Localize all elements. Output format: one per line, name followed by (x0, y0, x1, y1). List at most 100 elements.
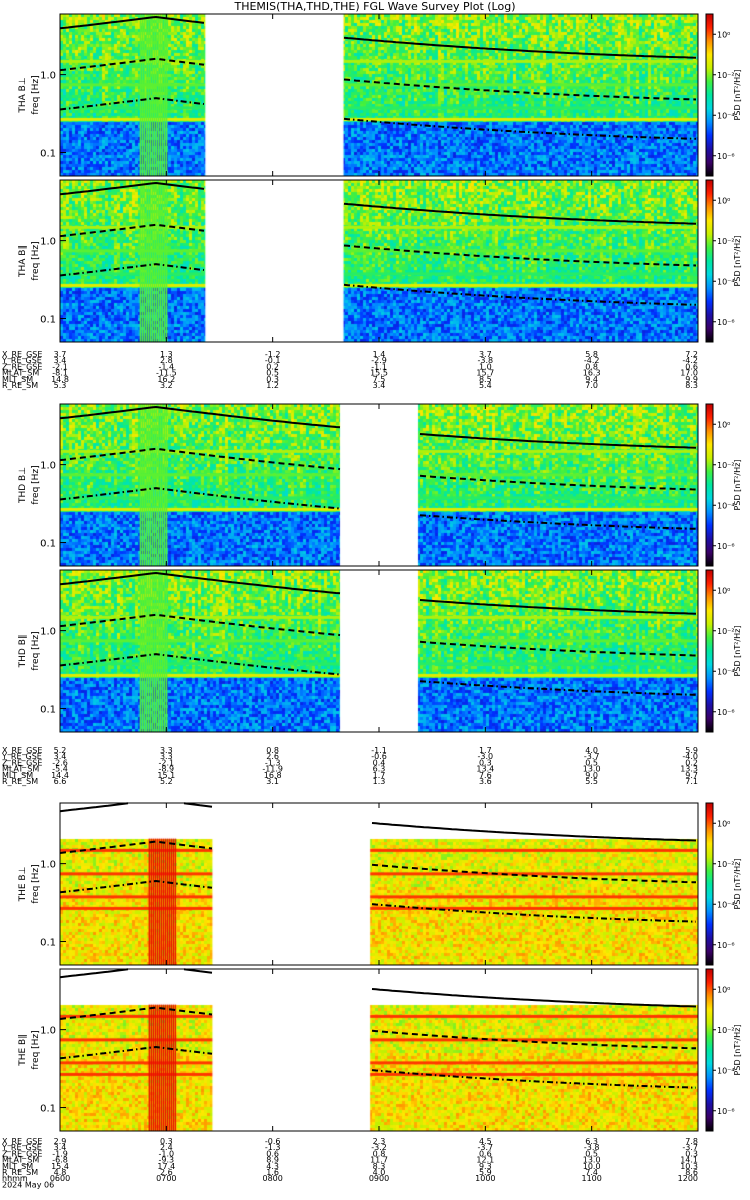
frequency-curve-2 (59, 447, 697, 491)
ephemeris-value: 2.3 (373, 1137, 386, 1146)
frequency-curve-3 (59, 263, 697, 306)
frequency-curve-2 (59, 613, 697, 657)
ephemeris-row-label: Y_RE_GSE (1, 356, 42, 365)
ephemeris-value: -3.2 (371, 1143, 387, 1152)
panel-yunit: freq [Hz] (31, 631, 41, 670)
ephemeris-row-label: X_RE_GSE (2, 746, 42, 755)
ephemeris-row-label: MLAT_SM (2, 765, 39, 774)
panel-yunit: freq [Hz] (31, 241, 41, 280)
ephemeris-value: 5.2 (160, 777, 173, 786)
ephemeris-value: -3.7 (682, 1143, 698, 1152)
ephemeris-row-label: Z_RE_GSE (2, 758, 42, 767)
ephemeris-value: -2.9 (371, 356, 387, 365)
frequency-curve-2 (59, 57, 697, 101)
ephemeris-value: -9.3 (159, 1156, 175, 1165)
freq-tick-label: 0.1 (40, 938, 56, 949)
ephemeris-value: -8.9 (159, 765, 175, 774)
ephemeris-value: 1.3 (373, 777, 386, 786)
ephemeris-value: -1.9 (52, 1149, 68, 1158)
freq-tick-label: 1.0 (40, 237, 56, 248)
freq-tick-label: 1.0 (40, 627, 56, 638)
colorbar-label: PSD [nT²/Hz] (733, 859, 742, 910)
ephemeris-value: -11.5 (156, 369, 177, 378)
ephemeris-row-label: MLAT_SM (2, 369, 39, 378)
ephemeris-value: 5.9 (685, 746, 698, 755)
panel-ylabel: THD B∥ (18, 635, 28, 669)
ephemeris-tha: X_RE_GSE 3.7 1.3 -1.2 1.4 3.7 5.8 7.2 Y_RE_GSE 3.… (1, 350, 698, 390)
ephemeris-row-label: R_RE_SM (2, 777, 38, 786)
ephemeris-value: 4.3 (266, 1162, 279, 1171)
ephemeris-value: 0.2 (685, 758, 698, 767)
ephemeris-value: 0.6 (266, 1149, 279, 1158)
ephemeris-value: -3.8 (478, 356, 494, 365)
colorbar-tick-label: 10⁰ (717, 819, 730, 828)
ephemeris-value: 0.5 (585, 758, 598, 767)
spectrogram-panel-tha-bperp: 1.0 0.1 THA B⊥ freq [Hz] 10⁰ 10⁻² 10⁻⁴ 10⁻⁶ PSD … (18, 13, 742, 177)
frequency-curve-2 (59, 1006, 697, 1050)
ephemeris-value: -2.1 (52, 362, 68, 371)
ephemeris-value: 3.4 (54, 356, 67, 365)
spectrogram-image (60, 404, 698, 566)
ephemeris-value: 3.4 (373, 381, 386, 390)
ephemeris-value: -4.0 (682, 752, 698, 761)
colorbar-tick-label: 10⁰ (717, 420, 730, 429)
ephemeris-value: 2.8 (160, 356, 173, 365)
ephemeris-value: 15.4 (51, 1162, 69, 1171)
ephemeris-value: 3.3 (160, 746, 173, 755)
frequency-curve-1 (59, 968, 697, 1008)
colorbar-tick-label: 10⁻⁶ (717, 941, 735, 950)
plot-title: THEMIS(THA,THD,THE) FGL Wave Survey Plot… (233, 0, 515, 13)
ephemeris-value: 1.2 (266, 381, 279, 390)
ephemeris-value: 2.6 (266, 752, 279, 761)
ephemeris-value: -2.6 (52, 758, 68, 767)
ephemeris-value: 15.1 (157, 771, 175, 780)
colorbar-tick-label: 10⁻² (717, 237, 735, 246)
colorbar-tick-label: 10⁻² (717, 71, 735, 80)
freq-tick-label: 0.1 (40, 539, 56, 550)
colorbar-label: PSD [nT²/Hz] (733, 70, 742, 121)
spectrogram-panel-the-bpar: 1.0 0.1 THE B∥ freq [Hz] 10⁰ 10⁻² 10⁻⁴ 10⁻⁶ PSD … (18, 968, 742, 1132)
frequency-curve-2 (59, 223, 697, 267)
ephemeris-value: 5.2 (54, 746, 67, 755)
ephemeris-value: 1.4 (373, 350, 386, 359)
ephemeris-value: 0.3 (266, 375, 279, 384)
panel-ylabel: THE B⊥ (18, 866, 28, 902)
ephemeris-value: 0.2 (266, 362, 279, 371)
colorbar (705, 403, 714, 567)
ephemeris-row-label: X_RE_GSE (2, 350, 42, 359)
ephemeris-value: 9.9 (685, 375, 698, 384)
ephemeris-value: 17.4 (157, 1162, 175, 1171)
ephemeris-value: 5.4 (479, 381, 492, 390)
ephemeris-value: 3.3 (160, 752, 173, 761)
spectrogram-panel-thd-bperp: 1.0 0.1 THD B⊥ freq [Hz] 10⁰ 10⁻² 10⁻⁴ 10⁻⁶ PSD … (18, 403, 742, 567)
ephemeris-value: 5.8 (585, 350, 598, 359)
colorbar-tick-label: 10⁻⁴ (717, 1066, 735, 1075)
ephemeris-value: 6.3 (585, 1137, 598, 1146)
ephemeris-value: -1.2 (265, 350, 281, 359)
ephemeris-value: 2.4 (160, 1143, 173, 1152)
time-tick-label: 0700 (156, 1174, 176, 1183)
date-label: 2024 May 06 (2, 1180, 54, 1189)
panel-ylabel: THA B∥ (18, 245, 28, 278)
colorbar-tick-label: 10⁻⁶ (717, 318, 735, 327)
ephemeris-value: 17.0 (680, 369, 698, 378)
ephemeris-value: 6.6 (54, 777, 67, 786)
ephemeris-value: 3.4 (54, 1143, 67, 1152)
colorbar-label: PSD [nT²/Hz] (733, 236, 742, 287)
colorbar-tick-label: 10⁻⁶ (717, 542, 735, 551)
ephemeris-value: -11.9 (262, 765, 283, 774)
ephemeris-value: 8.6 (685, 1168, 698, 1177)
frequency-curve-1 (59, 181, 697, 225)
ephemeris-value: 7.4 (585, 1168, 598, 1177)
panel-yunit: freq [Hz] (31, 75, 41, 114)
frequency-curve-2 (59, 840, 697, 884)
ephemeris-value: 10.3 (680, 1162, 698, 1171)
ephemeris-value: 0.5 (266, 369, 279, 378)
colorbar-tick-label: 10⁰ (717, 30, 730, 39)
panel-yunit: freq [Hz] (31, 1030, 41, 1069)
ephemeris-value: 13.3 (680, 765, 698, 774)
ephemeris-value: 7.2 (685, 350, 698, 359)
ephemeris-value: 3.7 (479, 350, 492, 359)
